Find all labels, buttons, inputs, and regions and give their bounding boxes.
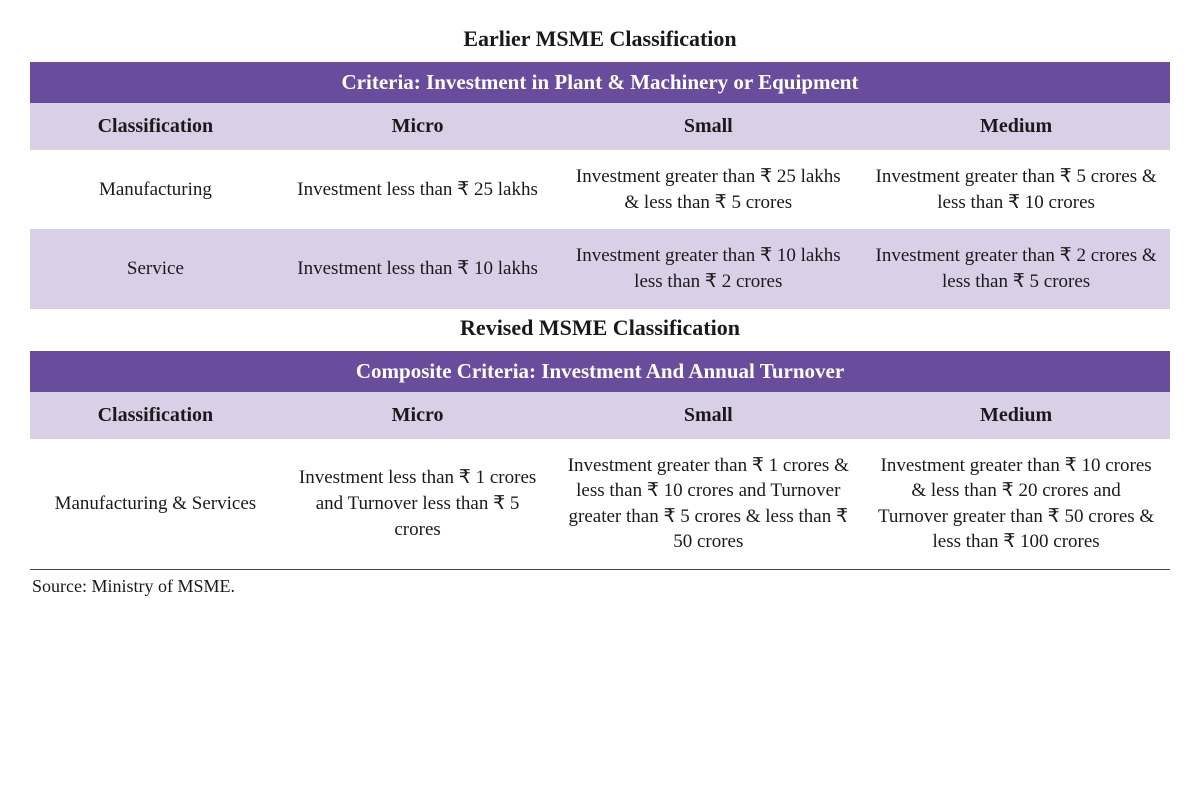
revised-criteria-row: Composite Criteria: Investment And Annua… (30, 351, 1170, 392)
revised-table: Composite Criteria: Investment And Annua… (30, 351, 1170, 570)
revised-header-row: Classification Micro Small Medium (30, 392, 1170, 439)
earlier-title: Earlier MSME Classification (30, 20, 1170, 62)
col-micro: Micro (281, 392, 555, 439)
earlier-criteria-row: Criteria: Investment in Plant & Machiner… (30, 62, 1170, 103)
col-classification: Classification (30, 392, 281, 439)
col-medium: Medium (862, 103, 1170, 150)
msme-classification-tables: Earlier MSME Classification Criteria: In… (30, 20, 1170, 597)
source-text: Source: Ministry of MSME. (30, 569, 1170, 597)
revised-title: Revised MSME Classification (30, 309, 1170, 351)
col-classification: Classification (30, 103, 281, 150)
earlier-header-row: Classification Micro Small Medium (30, 103, 1170, 150)
cell-small: Investment greater than ₹ 10 lakhs less … (554, 229, 862, 308)
cell-small: Investment greater than ₹ 1 crores & les… (554, 439, 862, 570)
revised-criteria-cell: Composite Criteria: Investment And Annua… (30, 351, 1170, 392)
col-small: Small (554, 103, 862, 150)
table-row: Service Investment less than ₹ 10 lakhs … (30, 229, 1170, 308)
col-micro: Micro (281, 103, 555, 150)
cell-medium: Investment greater than ₹ 10 crores & le… (862, 439, 1170, 570)
table-row: Manufacturing Investment less than ₹ 25 … (30, 150, 1170, 229)
earlier-criteria-cell: Criteria: Investment in Plant & Machiner… (30, 62, 1170, 103)
cell-small: Investment greater than ₹ 25 lakhs & les… (554, 150, 862, 229)
row-label: Manufacturing & Services (30, 439, 281, 570)
col-small: Small (554, 392, 862, 439)
cell-micro: Investment less than ₹ 25 lakhs (281, 150, 555, 229)
cell-micro: Investment less than ₹ 10 lakhs (281, 229, 555, 308)
earlier-table: Criteria: Investment in Plant & Machiner… (30, 62, 1170, 309)
row-label: Service (30, 229, 281, 308)
cell-medium: Investment greater than ₹ 5 crores & les… (862, 150, 1170, 229)
cell-medium: Investment greater than ₹ 2 crores & les… (862, 229, 1170, 308)
col-medium: Medium (862, 392, 1170, 439)
table-row: Manufacturing & Services Investment less… (30, 439, 1170, 570)
row-label: Manufacturing (30, 150, 281, 229)
cell-micro: Investment less than ₹ 1 crores and Turn… (281, 439, 555, 570)
